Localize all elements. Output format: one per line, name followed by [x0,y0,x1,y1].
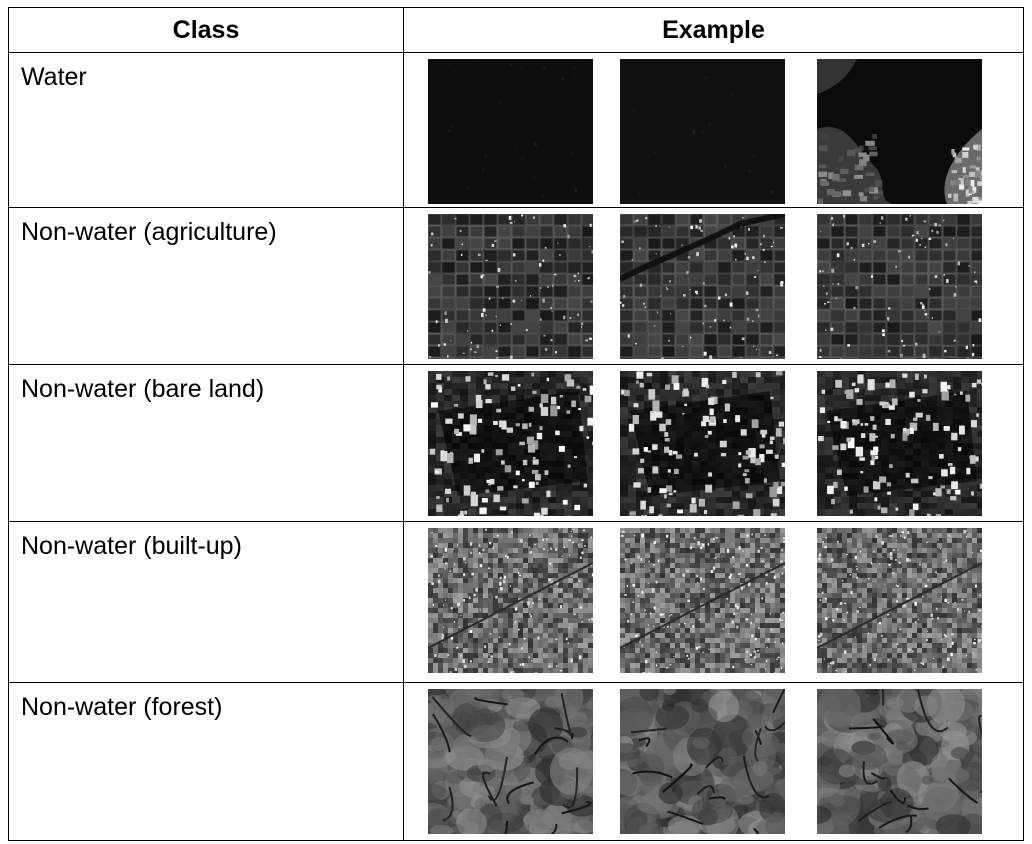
class-label: Non-water (forest) [8,682,404,841]
example-image [428,371,593,516]
example-image [817,689,982,834]
sar-bare-land-patch-icon [620,371,785,516]
table-row: Water [8,52,1024,208]
sar-bare-land-patch-icon [817,371,982,516]
sar-agriculture-river-icon [620,214,785,359]
class-label: Non-water (agriculture) [8,207,404,365]
table-row: Non-water (built-up) [8,521,1024,683]
example-image [428,528,593,673]
class-label: Non-water (built-up) [8,521,404,683]
sar-built-up-urban-icon [817,528,982,673]
sar-water-shoreline-icon [817,59,982,204]
table-row: Non-water (bare land) [8,364,1024,522]
header-row: Class Example [8,7,1024,53]
example-image [428,689,593,834]
header-class: Class [8,7,404,53]
example-image [817,59,982,204]
example-cell [403,52,1024,208]
example-image [817,214,982,359]
example-image [620,528,785,673]
example-image [428,214,593,359]
sar-bare-land-patch-icon [428,371,593,516]
class-example-table: Class Example Water Non-water (agricultu… [8,7,1024,841]
table-row: Non-water (agriculture) [8,207,1024,365]
example-cell [403,521,1024,683]
table-row: Non-water (forest) [8,682,1024,841]
example-image [817,528,982,673]
sar-water-open-icon [620,59,785,204]
sar-agriculture-fields-icon [817,214,982,359]
example-image [620,214,785,359]
sar-built-up-urban-icon [620,528,785,673]
sar-forest-terrain-icon [817,689,982,834]
sar-forest-terrain-icon [620,689,785,834]
example-image [817,371,982,516]
example-image [428,59,593,204]
class-label: Water [8,52,404,208]
example-image [620,371,785,516]
example-cell [403,364,1024,522]
sar-water-open-icon [428,59,593,204]
class-label: Non-water (bare land) [8,364,404,522]
sar-agriculture-fields-icon [428,214,593,359]
header-example: Example [403,7,1024,53]
example-image [620,689,785,834]
example-cell [403,207,1024,365]
sar-forest-terrain-icon [428,689,593,834]
example-cell [403,682,1024,841]
sar-built-up-urban-icon [428,528,593,673]
example-image [620,59,785,204]
